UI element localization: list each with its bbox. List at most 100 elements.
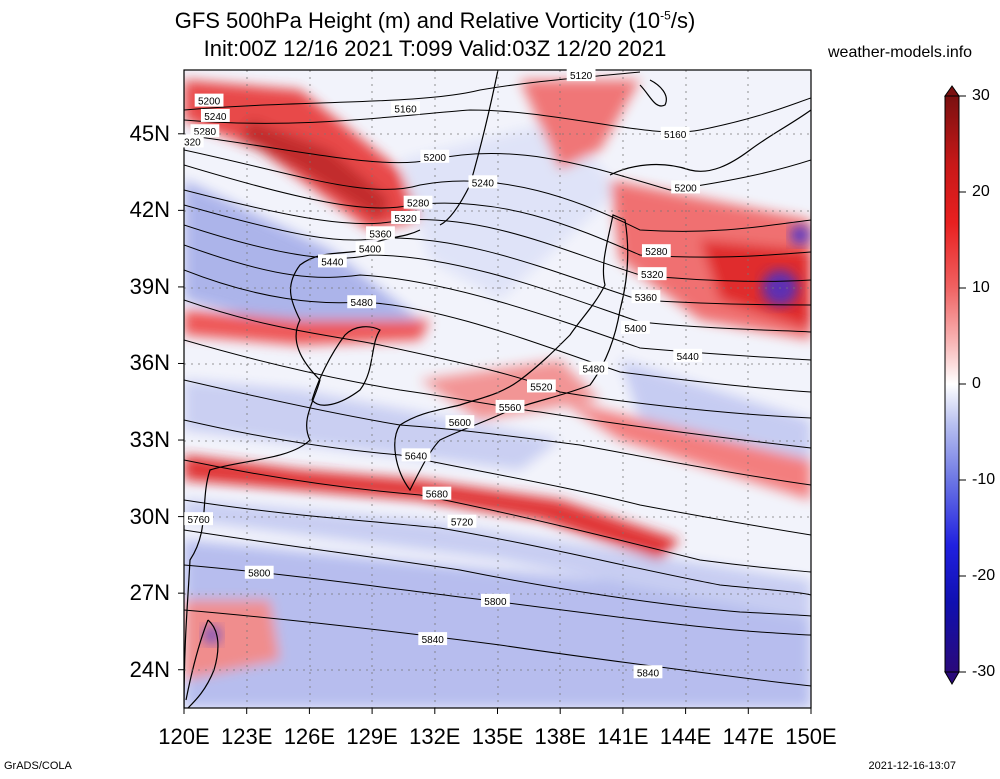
svg-text:5320: 5320 xyxy=(394,214,417,225)
svg-text:5760: 5760 xyxy=(188,515,211,526)
title-text-a: GFS 500hPa Height (m) and Relative Vorti… xyxy=(174,8,661,33)
contour-label: 5440 xyxy=(317,254,347,268)
contour-label: 5320 xyxy=(391,211,420,225)
svg-text:5640: 5640 xyxy=(405,451,428,462)
contour-label: 5840 xyxy=(418,632,448,646)
svg-text:5440: 5440 xyxy=(321,257,344,268)
contour-label: 5280 xyxy=(403,195,433,210)
title-text-b: /s) xyxy=(670,8,696,33)
lon-tick-label: 144E xyxy=(659,724,712,749)
contour-label: 5800 xyxy=(244,565,274,580)
svg-text:5800: 5800 xyxy=(484,597,507,608)
svg-text:5280: 5280 xyxy=(407,199,430,210)
contour-label: 5160 xyxy=(660,126,690,141)
colorbar-tick-label: 30 xyxy=(972,87,990,104)
contour-label: 5520 xyxy=(526,379,556,393)
generation-timestamp: 2021-12-16-13:07 xyxy=(868,760,956,772)
software-credit: GrADS/COLA xyxy=(4,760,72,772)
contour-label: 5280 xyxy=(641,244,671,258)
contour-label: 5240 xyxy=(468,175,498,189)
lon-tick-label: 147E xyxy=(722,724,774,749)
svg-text:5480: 5480 xyxy=(583,365,606,376)
contour-label: 5400 xyxy=(355,241,385,256)
svg-text:5560: 5560 xyxy=(499,403,522,414)
colorbar-tick-label: 0 xyxy=(972,375,981,392)
contour-label: 5200 xyxy=(194,93,224,108)
contour-label: 5480 xyxy=(347,295,377,309)
svg-text:5400: 5400 xyxy=(359,245,382,256)
lon-tick-label: 120E xyxy=(158,724,210,749)
chart-title-line2: Init:00Z 12/16 2021 T:099 Valid:03Z 12/2… xyxy=(203,36,667,61)
contour-label: 5360 xyxy=(631,290,661,304)
svg-text:5680: 5680 xyxy=(426,490,449,501)
svg-text:5160: 5160 xyxy=(664,130,687,141)
contour-label: 5560 xyxy=(495,399,525,414)
contour-label-layer: 5120520052405280320516052005240528053205… xyxy=(181,68,703,679)
contour-label: 5240 xyxy=(200,108,230,123)
contour-label: 5200 xyxy=(420,149,450,164)
contour-label: 5440 xyxy=(673,348,703,363)
svg-text:5320: 5320 xyxy=(641,270,664,281)
colorbar-tick-label: -10 xyxy=(972,471,996,488)
lon-tick-label: 132E xyxy=(409,724,461,749)
contour-label: 320 xyxy=(181,134,204,148)
svg-text:320: 320 xyxy=(184,137,201,148)
svg-text:5280: 5280 xyxy=(645,247,668,258)
svg-text:5280: 5280 xyxy=(194,127,217,138)
contour-label: 5280 xyxy=(190,124,220,138)
contour-label: 5680 xyxy=(422,486,452,501)
height-contours xyxy=(184,71,811,687)
lat-tick-label: 27N xyxy=(129,580,170,606)
lat-tick-label: 24N xyxy=(129,656,170,682)
svg-text:5440: 5440 xyxy=(677,352,700,363)
svg-text:5160: 5160 xyxy=(394,104,417,115)
axis-ticks xyxy=(178,133,812,714)
svg-text:5520: 5520 xyxy=(530,382,553,393)
contour-label: 5360 xyxy=(366,226,395,240)
svg-text:5840: 5840 xyxy=(422,635,445,646)
contour-label: 5200 xyxy=(671,180,700,194)
svg-text:5240: 5240 xyxy=(204,112,227,123)
svg-text:5200: 5200 xyxy=(674,183,697,194)
svg-text:5240: 5240 xyxy=(472,178,495,189)
contour-label: 5320 xyxy=(637,267,667,281)
contour-label: 5120 xyxy=(566,68,596,82)
vorticity-field xyxy=(184,70,811,708)
svg-text:5800: 5800 xyxy=(248,569,271,580)
lon-tick-label: 150E xyxy=(785,724,837,749)
colorbar-tick-label: -30 xyxy=(972,663,996,680)
colorbar-tick-label: 20 xyxy=(972,183,990,200)
lat-tick-label: 39N xyxy=(129,273,170,299)
contour-label: 5800 xyxy=(481,593,510,608)
lat-tick-label: 42N xyxy=(129,197,170,223)
svg-text:5200: 5200 xyxy=(198,97,221,108)
title-exponent: -5 xyxy=(660,8,671,23)
lon-tick-label: 126E xyxy=(283,724,336,749)
colorbar-tick-label: 10 xyxy=(972,279,990,296)
contour-label: 5760 xyxy=(184,512,214,526)
svg-text:5840: 5840 xyxy=(637,668,660,679)
lat-tick-label: 33N xyxy=(129,427,170,453)
svg-text:5720: 5720 xyxy=(451,518,474,529)
site-credit: weather-models.info xyxy=(828,44,973,61)
lon-tick-label: 141E xyxy=(597,724,649,749)
contour-label: 5840 xyxy=(633,665,663,679)
colorbar-tick-label: -20 xyxy=(972,567,996,584)
lat-tick-label: 45N xyxy=(129,120,170,146)
svg-text:5360: 5360 xyxy=(369,229,392,240)
lat-tick-label: 30N xyxy=(129,503,170,529)
contour-label: 5640 xyxy=(401,448,431,462)
svg-text:5600: 5600 xyxy=(449,418,472,429)
svg-text:5480: 5480 xyxy=(351,298,374,309)
contour-label: 5400 xyxy=(621,320,650,335)
svg-text:5120: 5120 xyxy=(570,71,593,82)
chart-title-line1: GFS 500hPa Height (m) and Relative Vorti… xyxy=(0,8,1000,34)
svg-text:5200: 5200 xyxy=(424,153,447,164)
contour-label: 5720 xyxy=(447,514,477,529)
colorbar xyxy=(944,85,966,685)
svg-text:5400: 5400 xyxy=(624,324,647,335)
contour-label: 5160 xyxy=(391,101,420,115)
lon-tick-label: 129E xyxy=(346,724,398,749)
contour-label: 5480 xyxy=(579,361,609,376)
